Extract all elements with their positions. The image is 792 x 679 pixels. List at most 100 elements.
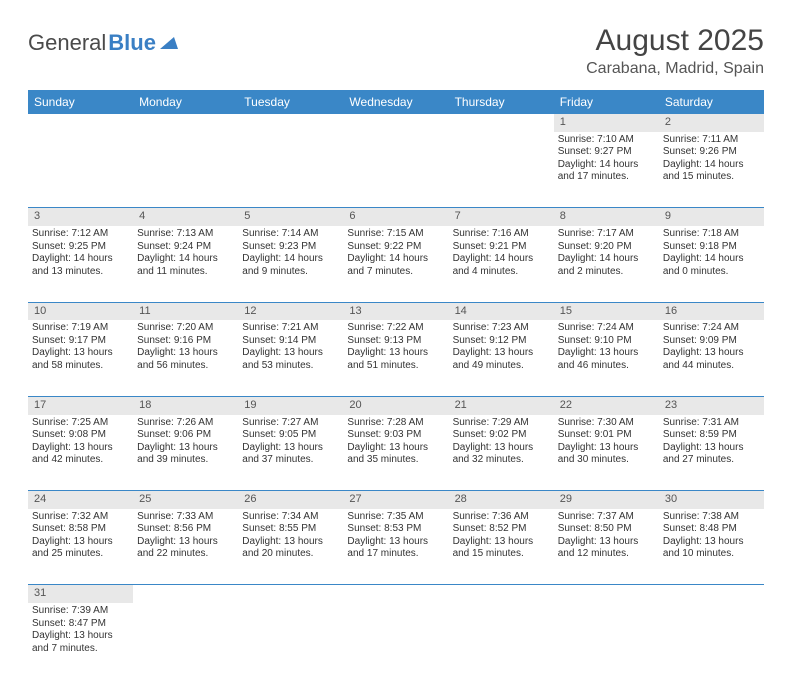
day-cell	[554, 603, 659, 679]
sunset-text: Sunset: 8:48 PM	[663, 523, 760, 536]
day-cell	[28, 132, 133, 208]
daylight-text: Daylight: 13 hours and 7 minutes.	[32, 630, 129, 655]
daylight-text: Daylight: 13 hours and 12 minutes.	[558, 536, 655, 561]
day-header-row: Sunday Monday Tuesday Wednesday Thursday…	[28, 90, 764, 114]
sunrise-text: Sunrise: 7:11 AM	[663, 134, 760, 147]
sunset-text: Sunset: 9:22 PM	[347, 241, 444, 254]
sunrise-text: Sunrise: 7:29 AM	[453, 417, 550, 430]
daylight-text: Daylight: 14 hours and 4 minutes.	[453, 253, 550, 278]
day-cell: Sunrise: 7:22 AMSunset: 9:13 PMDaylight:…	[343, 320, 448, 396]
daynum-row: 12	[28, 114, 764, 132]
sunset-text: Sunset: 9:20 PM	[558, 241, 655, 254]
sunset-text: Sunset: 9:21 PM	[453, 241, 550, 254]
day-cell: Sunrise: 7:23 AMSunset: 9:12 PMDaylight:…	[449, 320, 554, 396]
day-cell: Sunrise: 7:19 AMSunset: 9:17 PMDaylight:…	[28, 320, 133, 396]
daylight-text: Daylight: 13 hours and 42 minutes.	[32, 442, 129, 467]
day-cell: Sunrise: 7:37 AMSunset: 8:50 PMDaylight:…	[554, 509, 659, 585]
sunset-text: Sunset: 9:27 PM	[558, 146, 655, 159]
daynum-row: 10111213141516	[28, 302, 764, 320]
logo-flag-icon	[160, 35, 182, 51]
day-number-cell: 1	[554, 114, 659, 132]
daylight-text: Daylight: 13 hours and 53 minutes.	[242, 347, 339, 372]
sunrise-text: Sunrise: 7:12 AM	[32, 228, 129, 241]
title-block: August 2025 Carabana, Madrid, Spain	[586, 24, 764, 78]
daynum-row: 3456789	[28, 208, 764, 226]
sunset-text: Sunset: 9:03 PM	[347, 429, 444, 442]
day-number-cell: 5	[238, 208, 343, 226]
day-number-cell: 11	[133, 302, 238, 320]
sunrise-text: Sunrise: 7:16 AM	[453, 228, 550, 241]
day-number-cell: 30	[659, 491, 764, 509]
day-cell: Sunrise: 7:11 AMSunset: 9:26 PMDaylight:…	[659, 132, 764, 208]
sunset-text: Sunset: 9:01 PM	[558, 429, 655, 442]
day-cell: Sunrise: 7:28 AMSunset: 9:03 PMDaylight:…	[343, 415, 448, 491]
daylight-text: Daylight: 13 hours and 51 minutes.	[347, 347, 444, 372]
day-cell: Sunrise: 7:15 AMSunset: 9:22 PMDaylight:…	[343, 226, 448, 302]
sunrise-text: Sunrise: 7:14 AM	[242, 228, 339, 241]
day-cell: Sunrise: 7:38 AMSunset: 8:48 PMDaylight:…	[659, 509, 764, 585]
sunrise-text: Sunrise: 7:20 AM	[137, 322, 234, 335]
daylight-text: Daylight: 13 hours and 32 minutes.	[453, 442, 550, 467]
daylight-text: Daylight: 13 hours and 46 minutes.	[558, 347, 655, 372]
daylight-text: Daylight: 14 hours and 15 minutes.	[663, 159, 760, 184]
sunrise-text: Sunrise: 7:38 AM	[663, 511, 760, 524]
daylight-text: Daylight: 14 hours and 13 minutes.	[32, 253, 129, 278]
sunrise-text: Sunrise: 7:15 AM	[347, 228, 444, 241]
daylight-text: Daylight: 13 hours and 17 minutes.	[347, 536, 444, 561]
day-content-row: Sunrise: 7:10 AMSunset: 9:27 PMDaylight:…	[28, 132, 764, 208]
sunrise-text: Sunrise: 7:39 AM	[32, 605, 129, 618]
day-number-cell: 9	[659, 208, 764, 226]
day-cell	[133, 132, 238, 208]
sunset-text: Sunset: 9:23 PM	[242, 241, 339, 254]
sunset-text: Sunset: 8:56 PM	[137, 523, 234, 536]
day-number-cell: 24	[28, 491, 133, 509]
day-cell: Sunrise: 7:24 AMSunset: 9:10 PMDaylight:…	[554, 320, 659, 396]
daylight-text: Daylight: 13 hours and 27 minutes.	[663, 442, 760, 467]
sunset-text: Sunset: 9:17 PM	[32, 335, 129, 348]
day-cell: Sunrise: 7:18 AMSunset: 9:18 PMDaylight:…	[659, 226, 764, 302]
day-cell: Sunrise: 7:26 AMSunset: 9:06 PMDaylight:…	[133, 415, 238, 491]
day-header: Sunday	[28, 90, 133, 114]
daylight-text: Daylight: 14 hours and 17 minutes.	[558, 159, 655, 184]
day-number-cell	[449, 114, 554, 132]
day-header: Thursday	[449, 90, 554, 114]
day-number-cell: 2	[659, 114, 764, 132]
day-content-row: Sunrise: 7:25 AMSunset: 9:08 PMDaylight:…	[28, 415, 764, 491]
day-number-cell: 6	[343, 208, 448, 226]
sunset-text: Sunset: 9:06 PM	[137, 429, 234, 442]
day-number-cell	[343, 114, 448, 132]
sunrise-text: Sunrise: 7:30 AM	[558, 417, 655, 430]
day-content-row: Sunrise: 7:12 AMSunset: 9:25 PMDaylight:…	[28, 226, 764, 302]
daylight-text: Daylight: 13 hours and 49 minutes.	[453, 347, 550, 372]
day-number-cell: 18	[133, 396, 238, 414]
day-cell: Sunrise: 7:24 AMSunset: 9:09 PMDaylight:…	[659, 320, 764, 396]
sunrise-text: Sunrise: 7:33 AM	[137, 511, 234, 524]
day-cell: Sunrise: 7:12 AMSunset: 9:25 PMDaylight:…	[28, 226, 133, 302]
day-number-cell: 8	[554, 208, 659, 226]
daylight-text: Daylight: 13 hours and 37 minutes.	[242, 442, 339, 467]
day-cell: Sunrise: 7:20 AMSunset: 9:16 PMDaylight:…	[133, 320, 238, 396]
sunset-text: Sunset: 9:09 PM	[663, 335, 760, 348]
sunset-text: Sunset: 9:16 PM	[137, 335, 234, 348]
calendar-table: Sunday Monday Tuesday Wednesday Thursday…	[28, 90, 764, 679]
day-cell: Sunrise: 7:14 AMSunset: 9:23 PMDaylight:…	[238, 226, 343, 302]
day-number-cell: 15	[554, 302, 659, 320]
day-number-cell	[659, 585, 764, 603]
sunrise-text: Sunrise: 7:27 AM	[242, 417, 339, 430]
day-cell	[343, 132, 448, 208]
sunset-text: Sunset: 9:12 PM	[453, 335, 550, 348]
day-cell: Sunrise: 7:29 AMSunset: 9:02 PMDaylight:…	[449, 415, 554, 491]
day-number-cell: 29	[554, 491, 659, 509]
day-number-cell: 10	[28, 302, 133, 320]
sunrise-text: Sunrise: 7:24 AM	[558, 322, 655, 335]
day-cell: Sunrise: 7:32 AMSunset: 8:58 PMDaylight:…	[28, 509, 133, 585]
day-cell: Sunrise: 7:27 AMSunset: 9:05 PMDaylight:…	[238, 415, 343, 491]
sunset-text: Sunset: 9:14 PM	[242, 335, 339, 348]
daynum-row: 17181920212223	[28, 396, 764, 414]
sunrise-text: Sunrise: 7:17 AM	[558, 228, 655, 241]
sunrise-text: Sunrise: 7:26 AM	[137, 417, 234, 430]
sunrise-text: Sunrise: 7:18 AM	[663, 228, 760, 241]
day-cell: Sunrise: 7:21 AMSunset: 9:14 PMDaylight:…	[238, 320, 343, 396]
month-title: August 2025	[586, 24, 764, 58]
day-number-cell: 27	[343, 491, 448, 509]
